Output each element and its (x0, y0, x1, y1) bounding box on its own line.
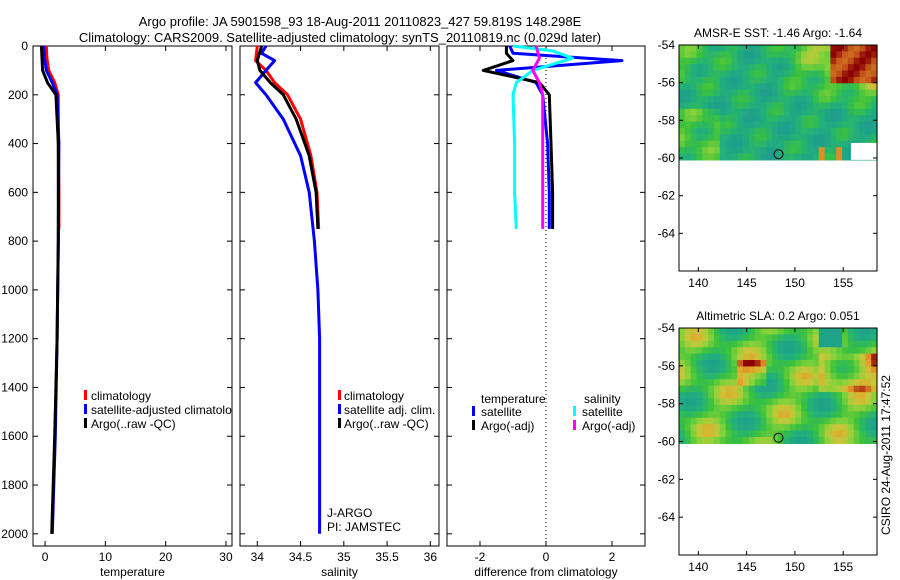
x-tick-label: 155 (833, 276, 853, 290)
x-tick-label: 145 (737, 560, 757, 574)
legend-swatch (338, 418, 341, 428)
float-pi-label: PI: JAMSTEC (327, 520, 401, 534)
map-title: Altimetric SLA: 0.2 Argo: 0.051 (696, 309, 860, 323)
profile-panel-temperature: 0 10 20 30 temperature 0 200 400 600 800 1000 1200 1… (1, 39, 244, 579)
x-tick-label: 34 (251, 550, 265, 564)
y-tick-label: 400 (8, 137, 28, 151)
legend-title-temperature: temperature (481, 392, 546, 406)
legend-swatch (472, 406, 475, 416)
x-tick-label: 10 (99, 550, 113, 564)
x-tick-label: 35.5 (375, 550, 399, 564)
profile-panel-salinity: 34 34.5 35 35.5 36 salinity climatologysatelli… (239, 45, 440, 579)
legend-swatch (573, 420, 576, 430)
x-tick-label: 2 (609, 550, 616, 564)
series-line-salinity-satellite (511, 44, 574, 229)
float-program-label: J-ARGO (327, 506, 372, 520)
legend-entry: satellite (481, 405, 522, 419)
legend-swatch (84, 404, 87, 414)
y-tick-label: -64 (658, 226, 676, 240)
legend-swatch (84, 390, 87, 400)
map-title: AMSR-E SST: -1.46 Argo: -1.64 (694, 26, 862, 40)
legend-entry: climatology (344, 389, 404, 403)
timestamp-stamp: CSIRO 24-Aug-2011 17:47:52 (879, 375, 893, 535)
x-tick-label: 0 (543, 550, 550, 564)
x-tick-label: 140 (688, 276, 708, 290)
legend-swatch (84, 418, 87, 428)
legend-entry: Argo(..raw -QC) (91, 417, 176, 431)
legend-swatch (338, 404, 341, 414)
y-tick-label: -56 (658, 76, 676, 90)
x-tick-label: 155 (833, 560, 853, 574)
legend-swatch (573, 406, 576, 416)
x-axis-label: difference from climatology (474, 565, 617, 579)
x-tick-label: 35 (337, 550, 351, 564)
y-tick-label: 2000 (1, 527, 28, 541)
x-tick-label: 0 (42, 550, 49, 564)
title-line-2: Climatology: CARS2009. Satellite-adjuste… (79, 30, 601, 45)
y-tick-label: 800 (8, 234, 28, 248)
series-line-argo (255, 45, 320, 229)
y-tick-label: 1800 (1, 478, 28, 492)
y-tick-label: -56 (658, 359, 676, 373)
y-tick-label: -62 (658, 189, 676, 203)
series-line-argo (39, 45, 60, 534)
argo-position-marker (773, 149, 784, 160)
y-tick-label: 600 (8, 185, 28, 199)
map-panel-sst-map: AMSR-E SST: -1.46 Argo: -1.64 -54 -56 -58 -6… (658, 26, 878, 290)
y-tick-label: -54 (658, 321, 676, 335)
legend-entry: satellite-adjusted climatology (91, 403, 244, 417)
x-tick-label: 30 (219, 550, 233, 564)
legend-entry: Argo(..raw -QC) (344, 417, 429, 431)
x-tick-label: -2 (475, 550, 486, 564)
x-tick-label: 34.5 (289, 550, 313, 564)
x-axis-label: salinity (321, 565, 358, 579)
argo-position-marker (773, 432, 784, 443)
y-tick-label: -64 (658, 510, 676, 524)
legend-entry: satellite adj. clim. (344, 403, 435, 417)
y-tick-label: 0 (21, 39, 28, 53)
legend-entry: Argo(-adj) (481, 419, 534, 433)
title-line-1: Argo profile: JA 5901598_93 18-Aug-2011 … (139, 14, 582, 29)
legend-title-salinity: salinity (584, 392, 621, 406)
legend-entry: climatology (91, 389, 151, 403)
y-tick-label: -60 (658, 435, 676, 449)
y-tick-label: 1200 (1, 332, 28, 346)
y-tick-label: -60 (658, 151, 676, 165)
legend-swatch (338, 390, 341, 400)
x-tick-label: 140 (688, 560, 708, 574)
axes-frame (32, 45, 233, 547)
x-tick-label: 150 (785, 560, 805, 574)
y-tick-label: -58 (658, 397, 676, 411)
x-tick-label: 145 (737, 276, 757, 290)
y-tick-label: 1400 (1, 380, 28, 394)
land-mask (850, 142, 877, 160)
x-tick-label: 150 (785, 276, 805, 290)
map-panel-sla-map: Altimetric SLA: 0.2 Argo: 0.051 -54 -56 -58… (658, 309, 878, 574)
y-tick-label: -58 (658, 113, 676, 127)
series-line-satellite (254, 45, 322, 534)
x-tick-label: 36 (424, 550, 438, 564)
legend-entry: Argo(-adj) (582, 419, 635, 433)
legend-swatch (472, 420, 475, 430)
series-line-salinity-argo-adj- (531, 45, 545, 229)
heatmap-cells (679, 328, 878, 444)
y-tick-label: -54 (658, 38, 676, 52)
x-axis-label: temperature (100, 565, 165, 579)
y-tick-label: 200 (8, 88, 28, 102)
y-tick-label: 1600 (1, 429, 28, 443)
legend-entry: satellite (582, 405, 623, 419)
y-tick-label: -62 (658, 472, 676, 486)
heatmap-cells (679, 45, 878, 161)
y-tick-label: 1000 (1, 283, 28, 297)
x-tick-label: 20 (159, 550, 173, 564)
axes-frame (239, 45, 440, 547)
